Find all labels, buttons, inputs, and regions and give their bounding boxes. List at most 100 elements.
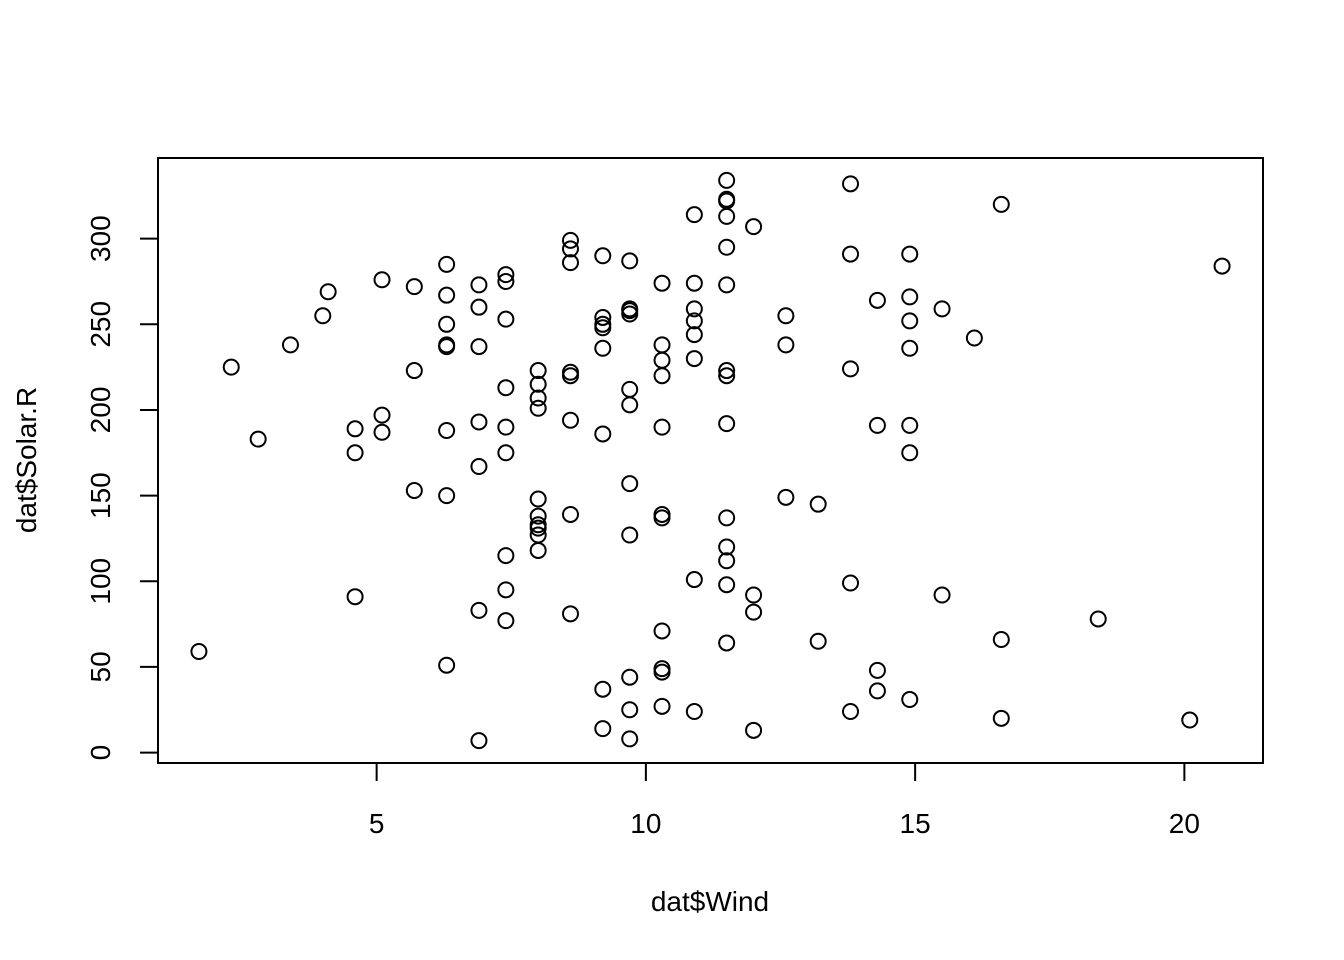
- data-point: [281, 336, 299, 354]
- data-point: [529, 389, 547, 407]
- data-point: [718, 634, 736, 652]
- data-point: [1181, 711, 1199, 729]
- data-point: [718, 509, 736, 527]
- data-point: [718, 552, 736, 570]
- plot-frame: [157, 157, 1264, 764]
- data-point: [438, 338, 456, 356]
- data-point: [561, 240, 579, 258]
- data-point: [965, 329, 983, 347]
- data-point: [745, 603, 763, 621]
- data-point: [842, 574, 860, 592]
- data-point: [373, 406, 391, 424]
- data-point: [561, 254, 579, 272]
- data-point: [1213, 257, 1231, 275]
- data-point: [470, 413, 488, 431]
- data-point: [594, 319, 612, 337]
- data-point: [529, 519, 547, 537]
- data-point: [621, 701, 639, 719]
- data-point: [685, 274, 703, 292]
- data-point: [901, 690, 919, 708]
- data-point: [497, 266, 515, 284]
- data-point: [497, 581, 515, 599]
- data-point: [685, 312, 703, 330]
- data-point: [621, 252, 639, 270]
- data-point: [653, 351, 671, 369]
- data-point: [222, 358, 240, 376]
- y-tick-label: 150: [85, 472, 116, 519]
- data-point: [438, 656, 456, 674]
- data-point: [653, 505, 671, 523]
- data-point: [621, 396, 639, 414]
- data-point: [621, 730, 639, 748]
- data-point: [529, 375, 547, 393]
- data-point: [497, 612, 515, 630]
- data-point: [777, 488, 795, 506]
- data-point: [470, 276, 488, 294]
- x-tick-label: 5: [369, 808, 385, 839]
- data-point: [438, 315, 456, 333]
- data-point: [868, 291, 886, 309]
- data-point: [405, 278, 423, 296]
- x-tick-label: 20: [1169, 808, 1200, 839]
- data-point: [249, 430, 267, 448]
- data-point: [470, 457, 488, 475]
- data-point: [901, 245, 919, 263]
- data-point: [718, 415, 736, 433]
- data-point: [594, 308, 612, 326]
- data-point: [319, 283, 337, 301]
- data-point: [621, 380, 639, 398]
- data-point: [992, 631, 1010, 649]
- data-point: [314, 307, 332, 325]
- data-point: [842, 702, 860, 720]
- data-point: [470, 601, 488, 619]
- data-points: [190, 171, 1231, 750]
- data-point: [745, 218, 763, 236]
- data-point: [653, 336, 671, 354]
- data-point: [718, 238, 736, 256]
- data-point: [405, 481, 423, 499]
- data-point: [842, 175, 860, 193]
- data-point: [470, 732, 488, 750]
- data-point: [868, 661, 886, 679]
- x-axis-label: dat$Wind: [651, 886, 769, 917]
- data-point: [529, 490, 547, 508]
- data-point: [529, 362, 547, 380]
- data-point: [529, 541, 547, 559]
- data-point: [621, 668, 639, 686]
- data-point: [621, 475, 639, 493]
- data-point: [561, 363, 579, 381]
- data-point: [718, 367, 736, 385]
- data-point: [809, 632, 827, 650]
- data-point: [653, 697, 671, 715]
- data-point: [497, 418, 515, 436]
- data-point: [653, 418, 671, 436]
- data-point: [685, 326, 703, 344]
- y-axis: 0 50 100 150 200 250 300: [85, 215, 159, 760]
- data-point: [718, 207, 736, 225]
- data-point: [621, 305, 639, 323]
- data-point: [901, 444, 919, 462]
- data-point: [992, 195, 1010, 213]
- data-point: [842, 245, 860, 263]
- data-point: [653, 367, 671, 385]
- data-point: [718, 276, 736, 294]
- data-point: [594, 339, 612, 357]
- data-point: [901, 312, 919, 330]
- data-point: [685, 702, 703, 720]
- data-point: [497, 310, 515, 328]
- data-point: [594, 680, 612, 698]
- data-point: [405, 362, 423, 380]
- data-point: [718, 362, 736, 380]
- data-point: [1089, 610, 1107, 628]
- data-point: [497, 444, 515, 462]
- data-point: [346, 420, 364, 438]
- data-point: [685, 350, 703, 368]
- data-point: [438, 422, 456, 440]
- data-point: [373, 423, 391, 441]
- data-point: [842, 360, 860, 378]
- data-point: [561, 231, 579, 249]
- data-point: [901, 339, 919, 357]
- data-point: [777, 307, 795, 325]
- data-point: [594, 720, 612, 738]
